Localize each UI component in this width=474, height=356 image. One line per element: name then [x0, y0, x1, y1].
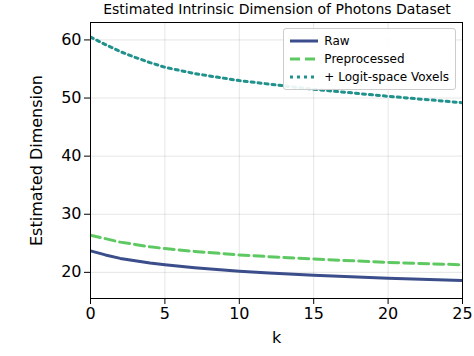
svg-text:25: 25 [452, 304, 472, 323]
svg-text:15: 15 [304, 304, 324, 323]
svg-text:k: k [272, 328, 282, 347]
svg-text:40: 40 [61, 146, 81, 165]
svg-text:5: 5 [160, 304, 170, 323]
svg-text:20: 20 [378, 304, 398, 323]
svg-text:30: 30 [61, 204, 81, 223]
html-text:Preprocessed: Preprocessed [324, 52, 405, 66]
html-text:Estimated Intrinsic Dimension: Estimated Intrinsic Dimension of Photons… [103, 1, 451, 17]
svg-text:10: 10 [229, 304, 249, 323]
svg-text:60: 60 [61, 30, 81, 49]
svg-text:20: 20 [61, 262, 81, 281]
svg-text:0: 0 [85, 304, 95, 323]
html-text:Raw: Raw [324, 34, 350, 48]
svg-text:50: 50 [61, 88, 81, 107]
svg-text:Estimated Dimension: Estimated Dimension [27, 75, 46, 246]
html-text:+ Logit-space Voxels: + Logit-space Voxels [324, 70, 449, 84]
